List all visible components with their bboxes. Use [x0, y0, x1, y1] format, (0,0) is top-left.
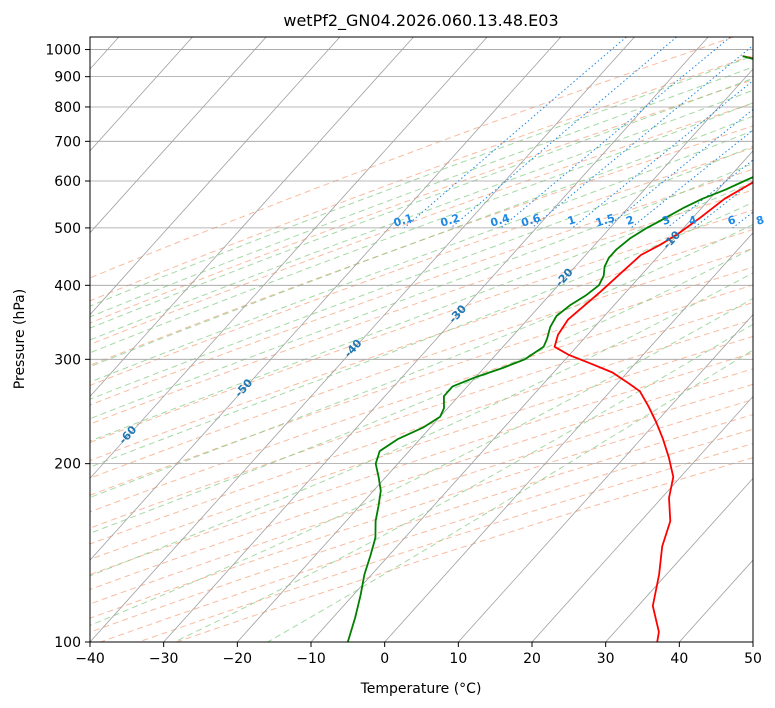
- y-axis-label: Pressure (hPa): [12, 289, 28, 389]
- isotherm-line: [90, 37, 635, 642]
- mixing-ratio-line: [605, 108, 753, 229]
- mixing-ratio-line: [403, 37, 627, 229]
- mixing-ratio-label: 0.2: [439, 212, 461, 230]
- mixing-ratio-line: [572, 80, 753, 229]
- mixing-ratio-label: 1: [566, 213, 577, 228]
- moist-adiabat-line: [90, 201, 753, 468]
- dry-adiabat-line: [90, 319, 753, 545]
- y-tick-label: 700: [54, 134, 81, 150]
- y-tick-label: 300: [54, 352, 81, 368]
- isotherm-line: [90, 37, 488, 479]
- moist-adiabat-line: [90, 181, 753, 442]
- y-tick-label: 200: [54, 457, 81, 473]
- dry-adiabat-line: [90, 54, 753, 302]
- moist-adiabat-line: [90, 115, 753, 368]
- isotherm-line: [90, 37, 267, 234]
- y-tick-label: 100: [54, 635, 81, 651]
- mixing-ratio-label: 8: [755, 213, 766, 228]
- moist-adiabat-line: [90, 89, 753, 341]
- mixing-ratio-line: [761, 37, 775, 228]
- mixing-ratio-line: [450, 37, 677, 229]
- x-tick-label: −20: [223, 651, 253, 667]
- isotherm-line: [458, 313, 753, 642]
- isotherm-line: [384, 232, 753, 642]
- mixing-ratio-line: [500, 37, 731, 229]
- x-axis-label: Temperature (°C): [360, 681, 482, 697]
- x-tick-label: −40: [75, 651, 105, 667]
- mixing-ratio-label: 0.4: [489, 211, 512, 229]
- isotherm-line: [90, 37, 341, 316]
- isotherm-line: [752, 641, 753, 642]
- mixing-ratio-label: 2: [624, 213, 635, 228]
- dry-adiabat-line: [90, 368, 753, 590]
- dry-adiabat-line: [90, 228, 753, 462]
- moist-adiabat-line: [90, 102, 753, 354]
- x-tick-label: 30: [597, 651, 615, 667]
- dewpoint-profile-line: [346, 55, 753, 642]
- mixing-ratio-line: [630, 129, 753, 229]
- dry-adiabat-line: [90, 335, 753, 560]
- mixing-ratio-label: 3: [661, 213, 672, 228]
- x-tick-label: 20: [523, 651, 541, 667]
- x-tick-label: 10: [449, 651, 467, 667]
- isotherm-line: [237, 68, 753, 642]
- moist-adiabat-line: [90, 66, 753, 318]
- dry-adiabat-line: [90, 284, 753, 513]
- dry-adiabat-line: [90, 37, 734, 279]
- mixing-ratio-label: 6: [726, 213, 737, 228]
- dry-adiabat-line: [90, 147, 753, 386]
- dry-adiabat-line: [90, 189, 753, 425]
- x-tick-label: −30: [149, 651, 179, 667]
- mixing-ratio-label: 1.5: [594, 212, 616, 230]
- isotherm-line: [163, 37, 709, 642]
- background-grid: [90, 37, 775, 642]
- moist-adiabat-line: [90, 55, 753, 307]
- profile-lines: [346, 55, 753, 642]
- mixing-ratio-label: 4: [687, 213, 698, 228]
- temperature-profile-line: [553, 55, 753, 642]
- moist-adiabat-line: [174, 323, 753, 642]
- chart-title: wetPf2_GN04.2026.060.13.48.E03: [283, 11, 558, 31]
- isotherm-line: [310, 150, 753, 642]
- axes: −40 −30 −20 −10 0 10 20 30 40 5010020030040050060…: [45, 43, 762, 667]
- isotherm-line: [90, 37, 562, 561]
- moist-adiabat-line: [90, 247, 753, 534]
- y-tick-label: 500: [54, 221, 81, 237]
- mixing-ratio-label: 0.1: [392, 212, 414, 230]
- isotherm-line: [605, 477, 753, 642]
- y-tick-label: 400: [54, 278, 81, 294]
- isotherm-line: [90, 37, 193, 152]
- isotherm-line: [531, 395, 753, 642]
- y-tick-label: 900: [54, 70, 81, 86]
- x-tick-label: 40: [670, 651, 688, 667]
- plot-frame: [89, 36, 754, 643]
- moist-adiabat-line: [90, 162, 753, 420]
- moist-adiabat-line: [90, 130, 753, 383]
- y-tick-label: 800: [54, 100, 81, 116]
- y-tick-label: 600: [54, 174, 81, 190]
- x-tick-label: −10: [296, 651, 326, 667]
- y-tick-label: 1000: [45, 43, 81, 59]
- mixing-ratio-label: 0.6: [520, 211, 543, 229]
- isotherm-line: [90, 37, 414, 398]
- mixing-ratio-line: [531, 44, 753, 229]
- x-tick-label: 0: [380, 651, 389, 667]
- x-tick-label: 50: [744, 651, 762, 667]
